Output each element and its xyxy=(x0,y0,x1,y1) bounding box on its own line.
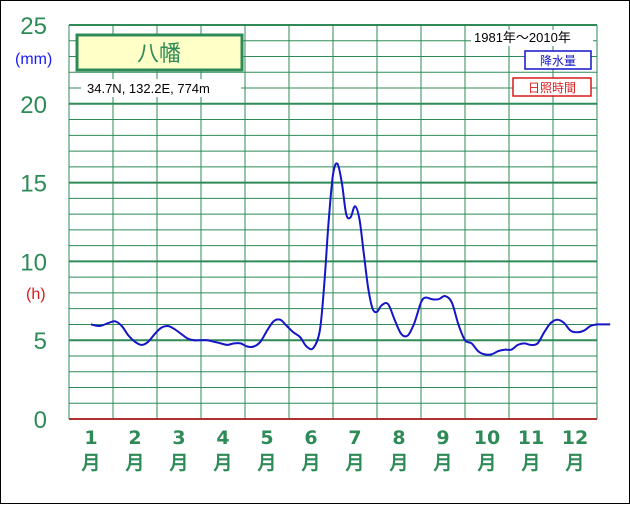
month-number-label: 11 xyxy=(518,427,544,449)
month-suffix-label: 月 xyxy=(256,452,276,474)
month-number-label: 6 xyxy=(304,427,317,449)
month-suffix-label: 月 xyxy=(520,452,540,474)
month-number-label: 9 xyxy=(436,427,449,449)
y-tick-label: 15 xyxy=(20,171,47,198)
y-tick-label: 0 xyxy=(34,407,47,434)
legend-sunshine: 日照時間 xyxy=(528,81,576,95)
month-number-label: 8 xyxy=(392,427,405,449)
month-number-label: 5 xyxy=(260,427,273,449)
unit-label-mm: (mm) xyxy=(15,51,52,68)
month-suffix-label: 月 xyxy=(124,452,144,474)
unit-label-h: (h) xyxy=(26,286,46,303)
y-tick-label: 20 xyxy=(20,92,47,119)
month-suffix-label: 月 xyxy=(212,452,232,474)
period-bg xyxy=(471,30,593,46)
month-number-label: 4 xyxy=(216,427,229,449)
y-tick-label: 10 xyxy=(20,249,47,276)
month-suffix-label: 月 xyxy=(564,452,584,474)
period-label: 1981年～2010年 xyxy=(474,30,571,45)
title-box xyxy=(75,33,244,72)
month-number-label: 10 xyxy=(474,427,500,449)
month-suffix-label: 月 xyxy=(300,452,320,474)
y-tick-label: 5 xyxy=(34,328,47,355)
precipitation-series-line xyxy=(90,162,611,356)
station-coords: 34.7N, 132.2E, 774m xyxy=(87,81,210,96)
month-number-label: 1 xyxy=(84,427,97,449)
month-number-label: 2 xyxy=(128,427,141,449)
month-suffix-label: 月 xyxy=(344,452,364,474)
station-title: 八幡 xyxy=(137,42,181,67)
month-suffix-label: 月 xyxy=(80,452,100,474)
legend-sunshine-box xyxy=(512,77,592,97)
legend-precip: 降水量 xyxy=(540,54,576,68)
month-labels: 1 月 2 月 3 月 4 月 5 月 6 月 7 月 8 月 9 月 10 月 11 月 12 月 xyxy=(80,427,588,474)
y-tick-label: 25 xyxy=(20,13,47,40)
month-suffix-label: 月 xyxy=(168,452,188,474)
month-suffix-label: 月 xyxy=(388,452,408,474)
month-number-label: 12 xyxy=(562,427,588,449)
y-tick-labels: 0 5 10 15 20 25 xyxy=(20,13,47,434)
month-suffix-label: 月 xyxy=(432,452,452,474)
month-number-label: 7 xyxy=(348,427,361,449)
legend-precip-box xyxy=(524,50,592,70)
month-suffix-label: 月 xyxy=(476,452,496,474)
coords-bg xyxy=(81,79,241,97)
month-number-label: 3 xyxy=(172,427,185,449)
